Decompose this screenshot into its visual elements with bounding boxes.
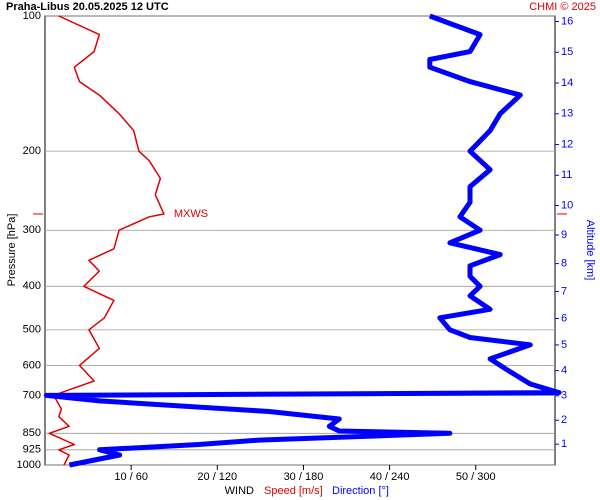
y2-tick-label: 14 xyxy=(561,77,573,89)
y2-tick-label: 15 xyxy=(561,46,573,58)
x-tick-label: 50 / 300 xyxy=(456,471,496,483)
y2-tick-label: 3 xyxy=(561,390,567,402)
y2-tick-label: 5 xyxy=(561,339,567,351)
x-tick-label: 10 / 60 xyxy=(114,471,148,483)
y2-tick-label: 1 xyxy=(561,438,567,450)
y2-axis-label: Altitude [km] xyxy=(584,220,596,281)
y2-tick-label: 4 xyxy=(561,365,567,377)
legend-entry: Direction [°] xyxy=(332,485,389,497)
y-tick-label: 600 xyxy=(23,359,41,371)
y-axis-label: Pressure [hPa] xyxy=(6,214,18,287)
y2-tick-label: 9 xyxy=(561,229,567,241)
y2-tick-label: 7 xyxy=(561,285,567,297)
y2-tick-label: 12 xyxy=(561,138,573,150)
x-axis-label: WIND xyxy=(225,485,254,497)
credit: CHMI © 2025 xyxy=(529,1,596,13)
y-tick-label: 1000 xyxy=(17,459,41,471)
speed-line xyxy=(48,15,165,466)
y2-tick-label: 13 xyxy=(561,108,573,120)
y-tick-label: 850 xyxy=(23,427,41,439)
y2-tick-label: 11 xyxy=(561,169,572,181)
y-tick-label: 100 xyxy=(23,10,41,22)
y2-tick-label: 10 xyxy=(561,199,573,211)
annotation: MXWS xyxy=(174,208,208,220)
y-tick-label: 300 xyxy=(23,224,41,236)
y-tick-label: 925 xyxy=(23,444,41,456)
x-tick-label: 30 / 180 xyxy=(284,471,324,483)
y2-tick-label: 16 xyxy=(561,15,573,27)
y2-tick-label: 8 xyxy=(561,258,567,270)
x-tick-label: 40 / 240 xyxy=(370,471,410,483)
y-tick-label: 400 xyxy=(23,280,41,292)
y-tick-label: 500 xyxy=(23,324,41,336)
y2-tick-label: 6 xyxy=(561,312,567,324)
chart-title: Praha-Libus 20.05.2025 12 UTC xyxy=(6,1,169,13)
y-tick-label: 700 xyxy=(23,389,41,401)
x-tick-label: 20 / 120 xyxy=(197,471,237,483)
legend-entry: Speed [m/s] xyxy=(264,485,323,497)
y2-tick-label: 2 xyxy=(561,414,567,426)
y-tick-label: 200 xyxy=(23,145,41,157)
direction-line xyxy=(43,13,562,468)
